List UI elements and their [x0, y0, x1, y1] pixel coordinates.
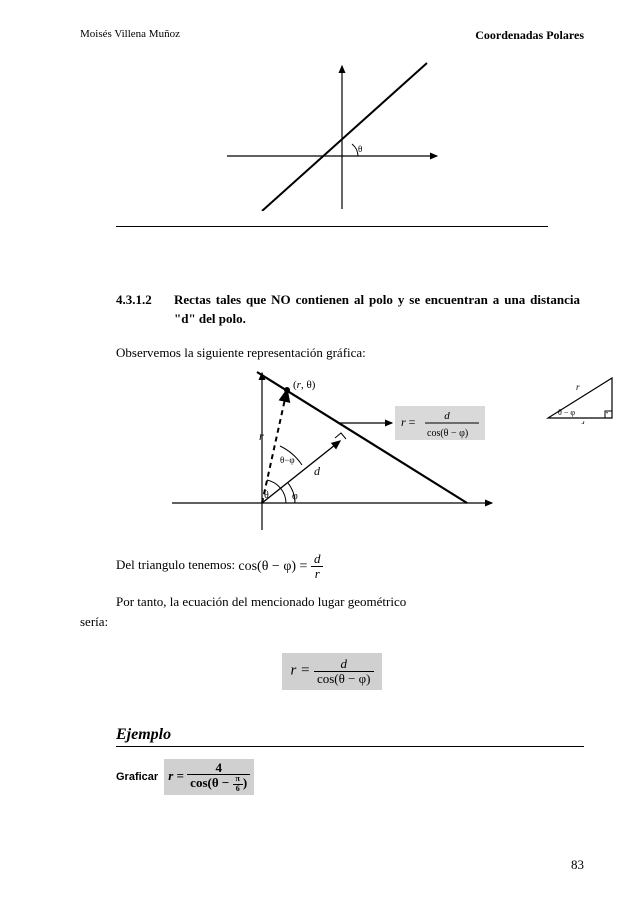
svg-text:d: d — [444, 410, 450, 422]
graficar-line: Graficar r = 4 cos(θ − π6) — [116, 759, 584, 795]
triangle-inset: r d θ − φ • — [544, 372, 618, 424]
triangle-intro: Del triangulo tenemos: — [116, 557, 238, 572]
separator-line — [116, 226, 548, 227]
figure-line-through-pole: θ — [80, 61, 584, 216]
r-label: r — [259, 429, 264, 443]
section-heading: 4.3.1.2Rectas tales que NO contienen al … — [116, 291, 584, 329]
author-name: Moisés Villena Muñoz — [80, 28, 180, 43]
triangle-equation-text: Del triangulo tenemos: cos(θ − φ) = d r — [116, 552, 584, 580]
eq-cos: cos(θ − φ) = d r — [238, 559, 323, 574]
svg-text:θ − φ: θ − φ — [558, 408, 575, 417]
main-equation: r = d cos(θ − φ) — [80, 653, 584, 689]
example-heading: Ejemplo — [116, 726, 584, 747]
theta-minus-phi-label: θ−φ — [280, 455, 295, 465]
d-label: d — [314, 464, 321, 478]
page-number: 83 — [571, 857, 584, 873]
chapter-title: Coordenadas Polares — [475, 28, 584, 43]
conclusion-line-a: Por tanto, la ecuación del mencionado lu… — [116, 594, 406, 609]
svg-text:•: • — [606, 411, 608, 417]
section-number: 4.3.1.2 — [116, 291, 174, 310]
svg-text:d: d — [580, 420, 585, 424]
figure-line-not-through-pole: (r, θ) d r θ φ θ−φ r = d cos(θ − φ) — [80, 368, 584, 538]
theta-label: θ — [264, 490, 269, 501]
svg-text:cos(θ − φ): cos(θ − φ) — [427, 428, 468, 439]
graficar-label: Graficar — [116, 771, 158, 783]
point-label: (r, θ) — [293, 379, 316, 391]
angle-theta-label: θ — [358, 144, 362, 154]
fig2-eq: r = — [401, 415, 416, 429]
svg-text:r: r — [576, 382, 580, 392]
section-title-text: Rectas tales que NO contienen al polo y … — [174, 291, 580, 329]
conclusion-text: Por tanto, la ecuación del mencionado lu… — [80, 592, 584, 631]
intro-text: Observemos la siguiente representación g… — [116, 343, 584, 363]
page-header: Moisés Villena Muñoz Coordenadas Polares — [80, 28, 584, 43]
phi-label: φ — [292, 491, 298, 502]
conclusion-line-b: sería: — [80, 614, 108, 629]
